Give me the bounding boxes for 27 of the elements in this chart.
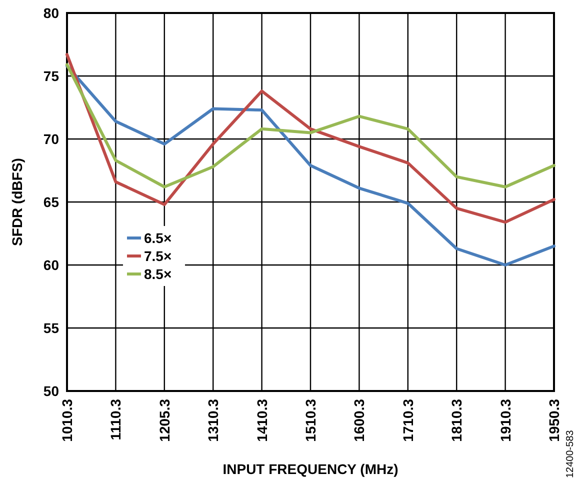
line-series <box>66 63 556 188</box>
line-series <box>66 64 556 266</box>
x-tick-label: 1710.3 <box>400 398 416 442</box>
y-axis-title: SFDR (dBFS) <box>9 158 25 246</box>
x-tick-label: 1810.3 <box>448 398 465 442</box>
text: 12400-583 <box>565 430 576 478</box>
y-tick-label: 50 <box>43 382 60 399</box>
y-tick-label: 80 <box>43 4 60 21</box>
line-series <box>66 53 556 224</box>
legend-label: 8.5× <box>144 266 172 282</box>
x-axis-title: INPUT FREQUENCY (MHz) <box>222 461 398 477</box>
legend-label: 7.5× <box>144 248 172 264</box>
y-tick-label: 60 <box>43 256 60 273</box>
x-tick-label: 1950.3 <box>546 398 562 442</box>
x-tick-label: 1510.3 <box>302 398 318 442</box>
x-tick-label: 1600.3 <box>351 398 368 442</box>
y-tick-label: 75 <box>43 68 60 84</box>
x-tick-label: 1410.3 <box>254 398 270 442</box>
x-tick-label: 1110.3 <box>108 398 124 440</box>
x-tick-label: 1205.3 <box>156 398 172 442</box>
x-tick-label: 1010.3 <box>59 398 75 442</box>
y-tick-label: 70 <box>43 130 60 147</box>
y-tick-label: 55 <box>43 320 60 336</box>
x-tick-label: 1910.3 <box>497 398 514 442</box>
y-tick-label: 65 <box>43 194 60 210</box>
legend-label: 6.5× <box>144 230 172 246</box>
x-tick-label: 1310.3 <box>205 398 222 442</box>
